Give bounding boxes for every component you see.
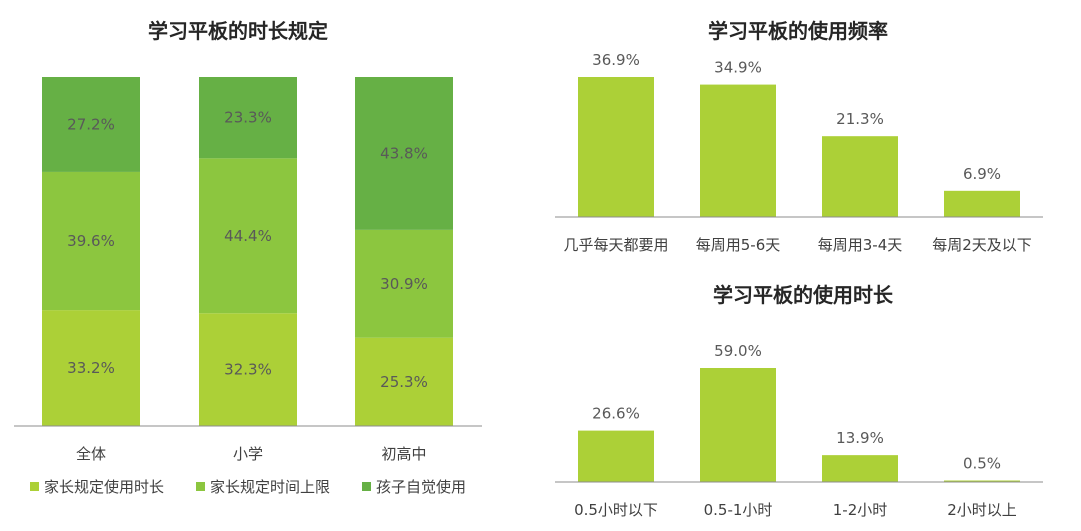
stacked-category-label: 全体 bbox=[76, 445, 106, 463]
stacked-bar-value-label: 27.2% bbox=[67, 115, 115, 133]
stacked-bar-segment bbox=[42, 77, 140, 172]
frequency-chart: 学习平板的使用频率 36.9% 34.9% 21.3% 6.9% 几乎每天都要用 每周用… bbox=[555, 19, 1043, 254]
duration-bar-value-label: 13.9% bbox=[836, 429, 884, 447]
duration-bar bbox=[578, 430, 654, 482]
duration-bar-value-label: 26.6% bbox=[592, 405, 640, 423]
duration-bar bbox=[944, 480, 1020, 482]
frequency-bar bbox=[578, 77, 654, 217]
stacked-bar-value-label: 33.2% bbox=[67, 359, 115, 377]
frequency-category-label: 每周2天及以下 bbox=[932, 236, 1032, 254]
stacked-bar-value-label: 32.3% bbox=[224, 361, 272, 379]
frequency-category-label: 每周用3-4天 bbox=[818, 236, 903, 254]
stacked-bar-value-label: 44.4% bbox=[224, 227, 272, 245]
stacked-bar-value-label: 39.6% bbox=[67, 232, 115, 250]
stacked-bar-segment bbox=[355, 77, 453, 230]
stacked-bar-segment bbox=[355, 229, 453, 338]
duration-bar-value-label: 59.0% bbox=[714, 342, 762, 360]
frequency-bar-value-label: 34.9% bbox=[714, 59, 762, 77]
stacked-bar-value-label: 23.3% bbox=[224, 109, 272, 127]
stacked-bar-segment bbox=[355, 337, 453, 426]
legend-label-self-discipline: 孩子自觉使用 bbox=[376, 478, 466, 496]
legend-label-time-limit: 家长规定时间上限 bbox=[210, 478, 330, 496]
frequency-bar-value-label: 21.3% bbox=[836, 110, 884, 128]
frequency-bar-value-label: 36.9% bbox=[592, 51, 640, 69]
stacked-bar-value-label: 25.3% bbox=[380, 373, 428, 391]
duration-category-label: 1-2小时 bbox=[833, 501, 888, 519]
frequency-bar bbox=[944, 190, 1020, 217]
stacked-bar-segment bbox=[199, 158, 297, 314]
stacked-chart-title: 学习平板的时长规定 bbox=[148, 19, 328, 43]
stacked-bar-segment bbox=[199, 313, 297, 426]
stacked-bar-value-label: 43.8% bbox=[380, 144, 428, 162]
stacked-category-label: 小学 bbox=[233, 445, 263, 463]
stacked-chart: 学习平板的时长规定 33.2% 39.6% 27.2% 32.3% 44.4% 23.3%… bbox=[14, 19, 482, 496]
stacked-category-label: 初高中 bbox=[381, 445, 426, 463]
duration-category-label: 0.5小时以下 bbox=[574, 501, 658, 519]
frequency-chart-title: 学习平板的使用频率 bbox=[708, 19, 888, 43]
legend-swatch-time-limit bbox=[196, 482, 205, 491]
frequency-category-label: 几乎每天都要用 bbox=[563, 236, 668, 254]
stacked-bar-segment bbox=[42, 310, 140, 426]
legend-swatch-usage-duration bbox=[30, 482, 39, 491]
duration-bar bbox=[822, 455, 898, 482]
stacked-bar-segment bbox=[199, 77, 297, 159]
duration-chart-title: 学习平板的使用时长 bbox=[713, 283, 894, 307]
duration-category-label: 0.5-1小时 bbox=[704, 501, 773, 519]
stacked-bar-segment bbox=[42, 171, 140, 311]
duration-bar-value-label: 0.5% bbox=[963, 455, 1001, 473]
frequency-bar-value-label: 6.9% bbox=[963, 165, 1001, 183]
legend-swatch-self-discipline bbox=[362, 482, 371, 491]
legend-label-usage-duration: 家长规定使用时长 bbox=[44, 478, 164, 496]
duration-chart: 学习平板的使用时长 26.6% 59.0% 13.9% 0.5% 0.5小时以下 0.5… bbox=[555, 283, 1043, 519]
duration-bar bbox=[700, 368, 776, 482]
frequency-bar bbox=[700, 84, 776, 217]
stacked-bar-value-label: 30.9% bbox=[380, 275, 428, 293]
stacked-legend: 家长规定使用时长 家长规定时间上限 孩子自觉使用 bbox=[30, 478, 466, 496]
frequency-category-label: 每周用5-6天 bbox=[696, 236, 781, 254]
frequency-bar bbox=[822, 136, 898, 217]
duration-category-label: 2小时以上 bbox=[947, 501, 1017, 519]
